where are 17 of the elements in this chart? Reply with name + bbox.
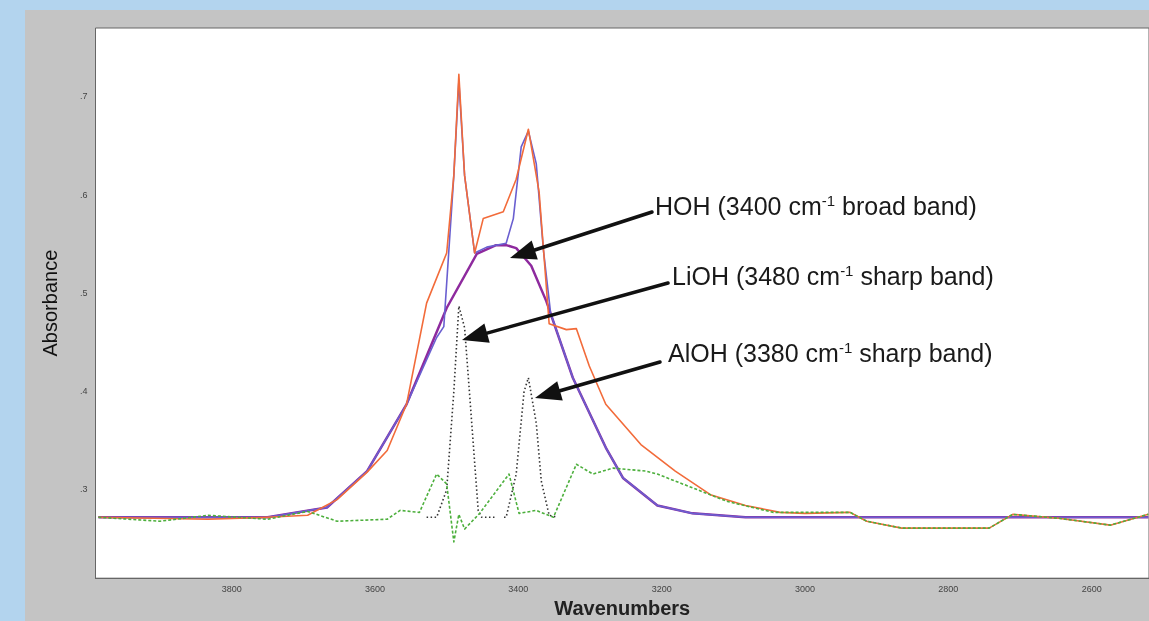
y-tick-label: .4 bbox=[79, 386, 88, 397]
y-tick-label: .3 bbox=[79, 484, 88, 495]
x-tick-label: 2800 bbox=[938, 584, 959, 595]
y-axis-title: Absorbance bbox=[38, 249, 61, 357]
x-tick-label: 3400 bbox=[508, 584, 529, 595]
x-tick-label: 3200 bbox=[651, 584, 672, 595]
annotation: LiOH (3480 cm$^{-1}$ sharp band) bbox=[672, 262, 994, 291]
x-tick-label: 3000 bbox=[794, 584, 816, 595]
y-tick-label: .6 bbox=[79, 189, 88, 200]
y-tick-label: .5 bbox=[79, 287, 88, 298]
annotation: HOH (3400 cm$^{-1}$ broad band) bbox=[655, 192, 977, 221]
annotation: AlOH (3380 cm$^{-1}$ sharp band) bbox=[668, 339, 993, 368]
x-tick-label: 3600 bbox=[364, 584, 386, 595]
x-axis-title: Wavenumbers bbox=[554, 596, 691, 619]
x-tick-label: 2600 bbox=[1081, 584, 1102, 595]
y-tick-label: .7 bbox=[79, 91, 88, 102]
x-tick-label: 3800 bbox=[221, 584, 242, 595]
